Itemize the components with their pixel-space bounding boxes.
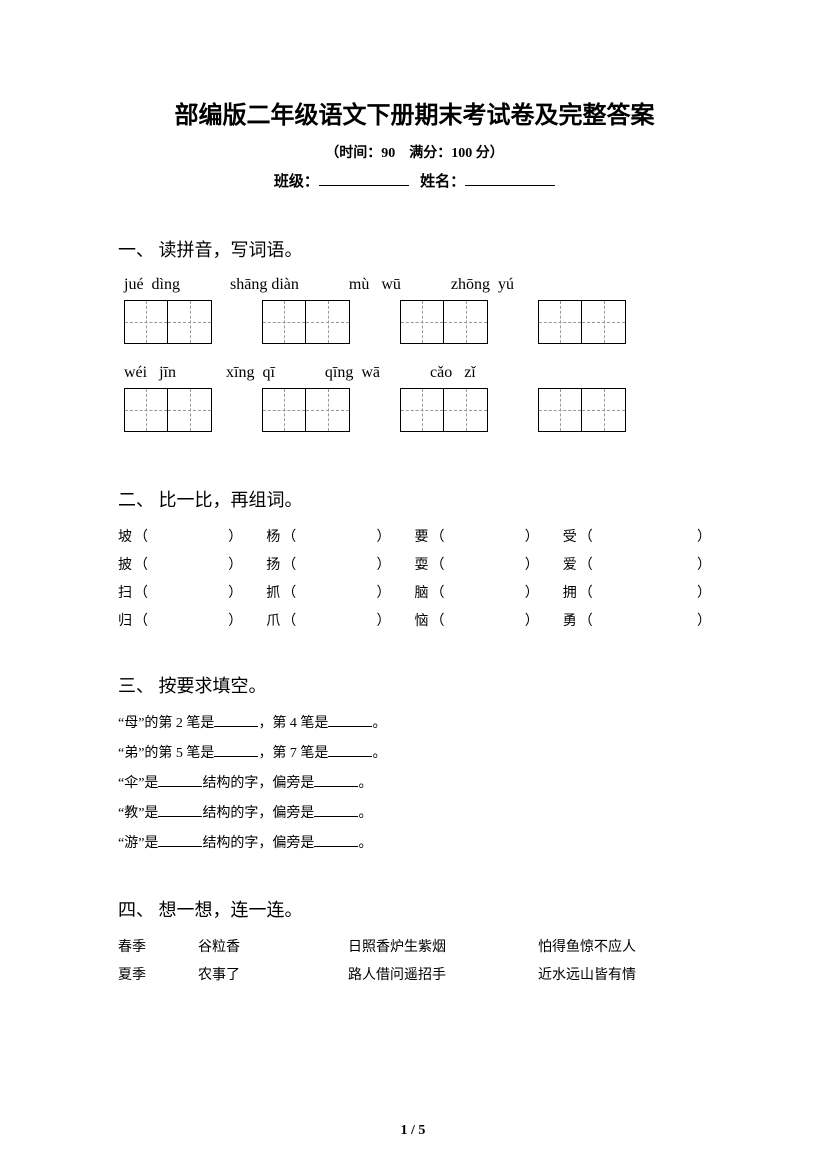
fill-blank[interactable]: [158, 775, 202, 787]
tian-row-2: [118, 388, 711, 432]
match-row: 夏季 农事了 路人借问遥招手 近水远山皆有情: [118, 964, 711, 984]
pinyin-item: qīng wā: [325, 364, 380, 382]
compare-char: 归: [118, 610, 132, 630]
fill-blank[interactable]: [328, 745, 372, 757]
fill-line: “弟”的第 5 笔是，第 7 笔是。: [118, 742, 711, 762]
class-blank[interactable]: [319, 172, 409, 186]
fill-line: “伞”是结构的字，偏旁是。: [118, 772, 711, 792]
student-info: 班级： 姓名：: [118, 170, 711, 191]
match-item: 日照香炉生紫烟: [348, 936, 538, 956]
fill-blank[interactable]: [158, 835, 202, 847]
compare-char: 爪: [266, 610, 280, 630]
compare-char: 扬: [266, 554, 280, 574]
match-item: 近水远山皆有情: [538, 964, 711, 984]
tian-pair[interactable]: [538, 300, 626, 344]
fill-blank[interactable]: [314, 775, 358, 787]
tian-pair[interactable]: [400, 300, 488, 344]
pinyin-item: cǎo zǐ: [430, 364, 476, 382]
compare-char: 坡: [118, 526, 132, 546]
compare-char: 耍: [415, 554, 429, 574]
compare-char: 受: [563, 526, 577, 546]
page-number: 1 / 5: [0, 1123, 826, 1139]
tian-pair[interactable]: [124, 300, 212, 344]
tian-pair[interactable]: [400, 388, 488, 432]
compare-row: 归（） 爪（） 恼（） 勇（）: [118, 610, 711, 630]
compare-row: 扫（） 抓（） 脑（） 拥（）: [118, 582, 711, 602]
exam-meta: （时间：90 满分：100 分）: [118, 142, 711, 162]
compare-char: 抓: [266, 582, 280, 602]
compare-char: 脑: [415, 582, 429, 602]
fill-line: “母”的第 2 笔是，第 4 笔是。: [118, 712, 711, 732]
compare-char: 披: [118, 554, 132, 574]
fill-line: “教”是结构的字，偏旁是。: [118, 802, 711, 822]
section-3-heading: 三、 按要求填空。: [118, 672, 711, 698]
section-4-heading: 四、 想一想，连一连。: [118, 896, 711, 922]
fill-blank[interactable]: [214, 745, 258, 757]
fill-blank[interactable]: [214, 715, 258, 727]
compare-char: 恼: [415, 610, 429, 630]
pinyin-row-1: jué dìng shāng diàn mù wū zhōng yú: [118, 276, 711, 294]
match-item: 谷粒香: [198, 936, 348, 956]
compare-row: 坡（） 杨（） 要（） 受（）: [118, 526, 711, 546]
tian-pair[interactable]: [538, 388, 626, 432]
fill-blank[interactable]: [158, 805, 202, 817]
pinyin-item: mù wū: [349, 276, 401, 294]
name-label: 姓名：: [420, 174, 465, 190]
tian-pair[interactable]: [124, 388, 212, 432]
pinyin-item: xīng qī: [226, 364, 275, 382]
fill-line: “游”是结构的字，偏旁是。: [118, 832, 711, 852]
match-item: 春季: [118, 936, 198, 956]
compare-char: 拥: [563, 582, 577, 602]
section-1-heading: 一、 读拼音，写词语。: [118, 236, 711, 262]
pinyin-item: shāng diàn: [230, 276, 299, 294]
pinyin-item: wéi jīn: [124, 364, 176, 382]
fill-blank[interactable]: [314, 835, 358, 847]
page-title: 部编版二年级语文下册期末考试卷及完整答案: [118, 95, 711, 130]
section-2-heading: 二、 比一比，再组词。: [118, 486, 711, 512]
compare-char: 扫: [118, 582, 132, 602]
tian-row-1: [118, 300, 711, 344]
match-item: 农事了: [198, 964, 348, 984]
fill-blank[interactable]: [328, 715, 372, 727]
fill-blank[interactable]: [314, 805, 358, 817]
match-item: 夏季: [118, 964, 198, 984]
pinyin-item: zhōng yú: [451, 276, 514, 294]
tian-pair[interactable]: [262, 300, 350, 344]
match-item: 路人借问遥招手: [348, 964, 538, 984]
tian-pair[interactable]: [262, 388, 350, 432]
name-blank[interactable]: [465, 172, 555, 186]
match-item: 怕得鱼惊不应人: [538, 936, 711, 956]
pinyin-row-2: wéi jīn xīng qī qīng wā cǎo zǐ: [118, 364, 711, 382]
compare-char: 要: [415, 526, 429, 546]
match-row: 春季 谷粒香 日照香炉生紫烟 怕得鱼惊不应人: [118, 936, 711, 956]
class-label: 班级：: [274, 174, 319, 190]
pinyin-item: jué dìng: [124, 276, 180, 294]
compare-grid: 坡（） 杨（） 要（） 受（） 披（） 扬（） 耍（） 爱（） 扫（） 抓（） …: [118, 526, 711, 630]
compare-char: 勇: [563, 610, 577, 630]
compare-row: 披（） 扬（） 耍（） 爱（）: [118, 554, 711, 574]
compare-char: 爱: [563, 554, 577, 574]
compare-char: 杨: [266, 526, 280, 546]
